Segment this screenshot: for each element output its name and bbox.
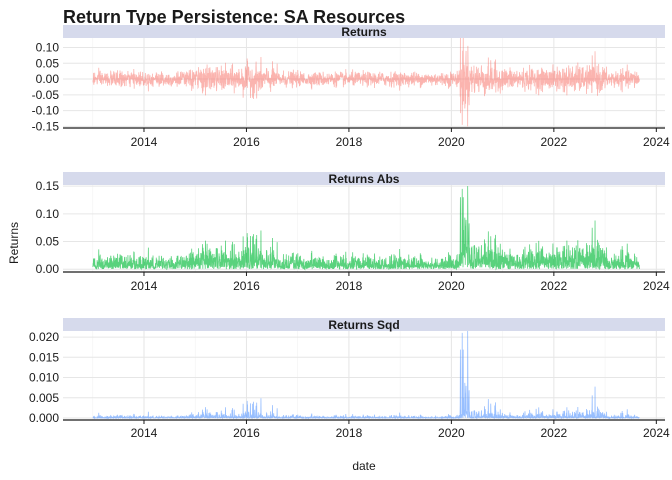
panel-3: Returns Sqd 0.020 0.015 0.010 0.005 0.000 2014… (29, 318, 670, 440)
y-tick-label: -0.15 (32, 119, 60, 133)
strip-label: Returns Abs (329, 172, 400, 186)
y-tick-label: 0.00 (36, 72, 60, 86)
x-tick-label: 2016 (233, 135, 260, 149)
x-tick-label: 2022 (541, 279, 568, 293)
x-tick-label: 2024 (643, 426, 670, 440)
x-tick-label: 2014 (131, 426, 158, 440)
y-tick-label: 0.05 (36, 235, 60, 249)
strip-background (63, 318, 665, 331)
chart-title: Return Type Persistence: SA Resources (63, 7, 405, 27)
strip-label: Returns (341, 25, 387, 39)
y-tick-label: 0.020 (29, 330, 59, 344)
x-tick-label: 2014 (131, 279, 158, 293)
y-tick-label: 0.00 (36, 262, 60, 276)
strip-background (63, 25, 665, 38)
x-tick-label: 2020 (438, 279, 465, 293)
x-tick-label: 2022 (541, 426, 568, 440)
x-tick-label: 2020 (438, 426, 465, 440)
y-axis-title: Returns (7, 222, 21, 264)
x-tick-label: 2018 (336, 426, 363, 440)
strip-background (63, 172, 665, 185)
x-tick-label: 2024 (643, 279, 670, 293)
y-tick-label: 0.010 (29, 371, 59, 385)
series-line (92, 186, 640, 271)
panel-1: Returns 0.10 0.05 0.00 -0.05 -0.10-0.15 2014 20… (32, 25, 670, 149)
y-tick-label: -0.10 (32, 104, 60, 118)
strip-label: Returns Sqd (328, 318, 399, 332)
x-tick-label: 2014 (131, 135, 158, 149)
y-tick-label: 0.015 (29, 350, 59, 364)
x-tick-label: 2018 (336, 279, 363, 293)
y-tick-label: -0.05 (32, 88, 60, 102)
series-line (92, 37, 640, 127)
y-tick-label: 0.10 (36, 207, 60, 221)
x-axis-title: date (352, 459, 376, 473)
x-tick-label: 2022 (541, 135, 568, 149)
y-tick-label: 0.000 (29, 411, 59, 425)
x-tick-label: 2016 (233, 426, 260, 440)
panels: Returns 0.10 0.05 0.00 -0.05 -0.10-0.15 2014 20… (29, 25, 670, 440)
series-line (92, 330, 640, 420)
panel-2: Returns Abs 0.15 0.10 0.05 0.00 2014 2016 2018 2… (36, 172, 670, 293)
y-tick-label: 0.10 (36, 40, 60, 54)
x-tick-label: 2018 (336, 135, 363, 149)
y-tick-label: 0.005 (29, 391, 59, 405)
x-tick-label: 2020 (438, 135, 465, 149)
y-tick-label: 0.05 (36, 56, 60, 70)
x-tick-label: 2024 (643, 135, 670, 149)
y-tick-label: 0.15 (36, 179, 60, 193)
x-tick-label: 2016 (233, 279, 260, 293)
